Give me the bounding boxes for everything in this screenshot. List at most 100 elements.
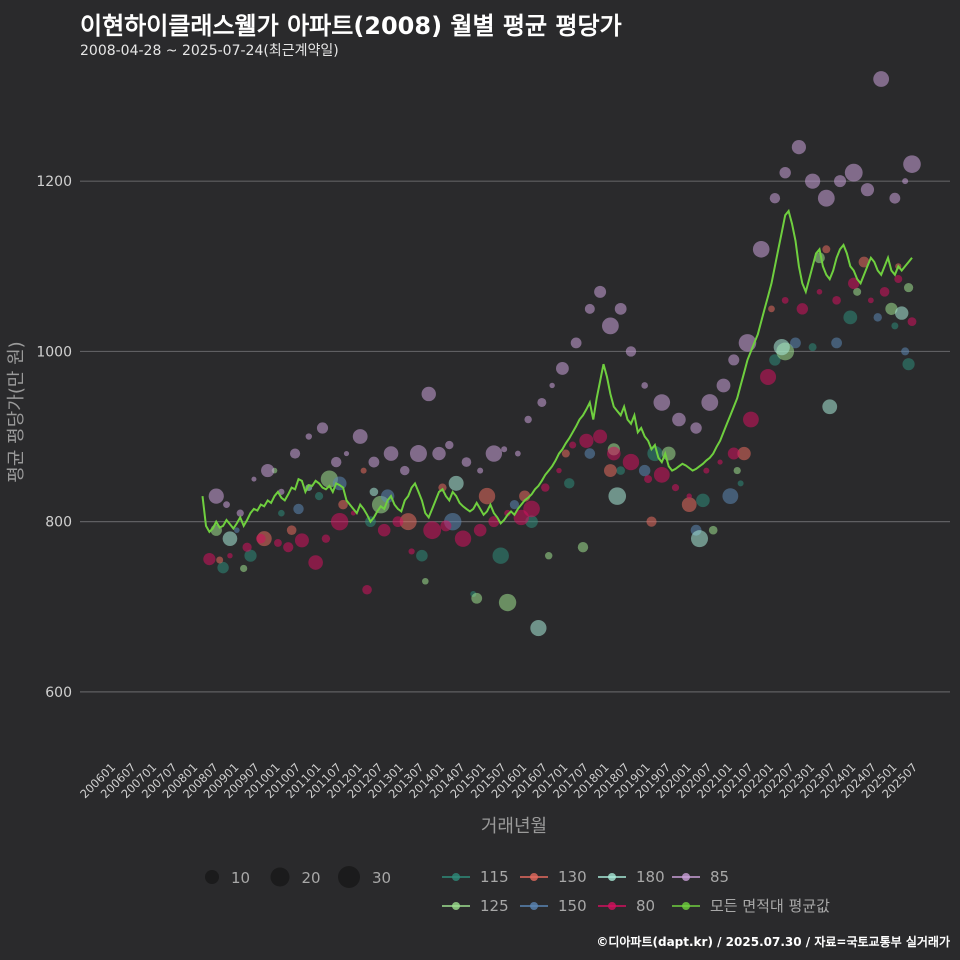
legend-key-marker xyxy=(682,902,690,910)
chart-title: 이현하이클래스웰가 아파트(2008) 월별 평균 평당가 xyxy=(80,12,622,40)
data-point xyxy=(321,534,331,543)
legend-label: 115 xyxy=(480,868,509,886)
data-point xyxy=(408,548,415,555)
data-point xyxy=(549,382,555,389)
data-point xyxy=(816,289,823,295)
data-point xyxy=(601,317,619,335)
data-point xyxy=(488,516,500,528)
data-point xyxy=(817,189,835,207)
x-axis-label: 거래년월 xyxy=(481,816,547,837)
y-tick-labels: 600 800 1000 1200 xyxy=(36,174,72,701)
data-point xyxy=(423,521,442,540)
data-point xyxy=(722,488,739,505)
data-point xyxy=(614,302,627,315)
data-point xyxy=(843,310,858,325)
y-tick-label: 800 xyxy=(45,515,72,531)
data-point xyxy=(448,475,464,491)
data-point xyxy=(773,339,790,356)
data-point xyxy=(579,433,594,448)
data-point xyxy=(625,346,637,357)
data-point xyxy=(594,285,607,298)
data-point xyxy=(409,445,427,463)
data-point xyxy=(432,446,446,461)
data-point xyxy=(541,483,550,492)
data-point xyxy=(805,173,821,189)
data-point xyxy=(236,509,244,517)
data-point xyxy=(478,487,496,505)
average-line xyxy=(201,208,913,534)
data-point xyxy=(681,497,697,513)
data-point xyxy=(671,484,680,492)
y-tick-label: 1000 xyxy=(36,344,72,360)
data-point xyxy=(203,553,216,566)
y-tick-label: 600 xyxy=(45,685,72,701)
data-point xyxy=(638,464,651,477)
data-point xyxy=(593,429,608,444)
data-point xyxy=(399,513,417,531)
data-point xyxy=(523,500,540,518)
average-line-path xyxy=(201,208,913,534)
data-point xyxy=(834,175,847,188)
chart-subtitle: 2008-04-28 ~ 2025-07-24(최근계약일) xyxy=(80,43,339,59)
y-tick-label: 1200 xyxy=(36,174,72,190)
data-point xyxy=(283,542,294,553)
data-point xyxy=(216,556,224,564)
legend-label: 125 xyxy=(480,897,509,915)
data-point xyxy=(352,429,368,444)
data-point xyxy=(808,343,817,352)
data-point xyxy=(608,487,627,505)
data-point xyxy=(853,287,862,296)
data-point xyxy=(564,478,575,489)
data-point xyxy=(607,446,621,461)
data-point xyxy=(831,337,842,349)
data-point xyxy=(485,445,503,462)
data-point xyxy=(416,549,428,562)
data-point xyxy=(217,561,229,574)
data-point xyxy=(556,362,569,375)
data-point xyxy=(316,422,329,434)
data-point xyxy=(278,509,285,517)
data-point xyxy=(561,449,570,458)
data-point xyxy=(703,467,710,474)
data-point xyxy=(752,240,770,258)
legend-label: 85 xyxy=(710,868,729,886)
data-point xyxy=(473,523,487,537)
legend-key-marker xyxy=(682,873,690,881)
data-point xyxy=(696,493,710,508)
data-point xyxy=(867,297,874,304)
data-point xyxy=(514,450,521,457)
legend-key-marker xyxy=(452,873,460,881)
data-point xyxy=(879,287,890,297)
data-point xyxy=(274,539,282,547)
data-point xyxy=(234,527,240,533)
data-point xyxy=(294,533,309,548)
data-point xyxy=(492,547,509,564)
data-point xyxy=(223,501,230,509)
data-point xyxy=(858,256,870,268)
size-legend-marker xyxy=(338,866,360,888)
data-point xyxy=(422,577,429,585)
data-point xyxy=(461,457,472,467)
scatter-points xyxy=(203,71,921,637)
data-point xyxy=(672,412,686,427)
data-point xyxy=(885,302,898,315)
data-point xyxy=(894,275,903,284)
legend-label: 모든 면적대 평균값 xyxy=(710,897,830,915)
data-point xyxy=(314,492,324,501)
data-point xyxy=(686,493,692,499)
size-legend-marker xyxy=(205,870,219,884)
data-point xyxy=(308,555,323,570)
data-point xyxy=(844,163,863,182)
data-point xyxy=(743,411,759,428)
data-point xyxy=(769,192,781,204)
legend-key-marker xyxy=(452,902,460,910)
data-point xyxy=(293,503,304,515)
data-point xyxy=(728,354,740,366)
data-point xyxy=(737,446,751,461)
data-point xyxy=(737,480,744,487)
data-point xyxy=(289,448,301,459)
data-point xyxy=(790,337,801,349)
data-point xyxy=(848,277,860,290)
data-point xyxy=(779,166,791,179)
